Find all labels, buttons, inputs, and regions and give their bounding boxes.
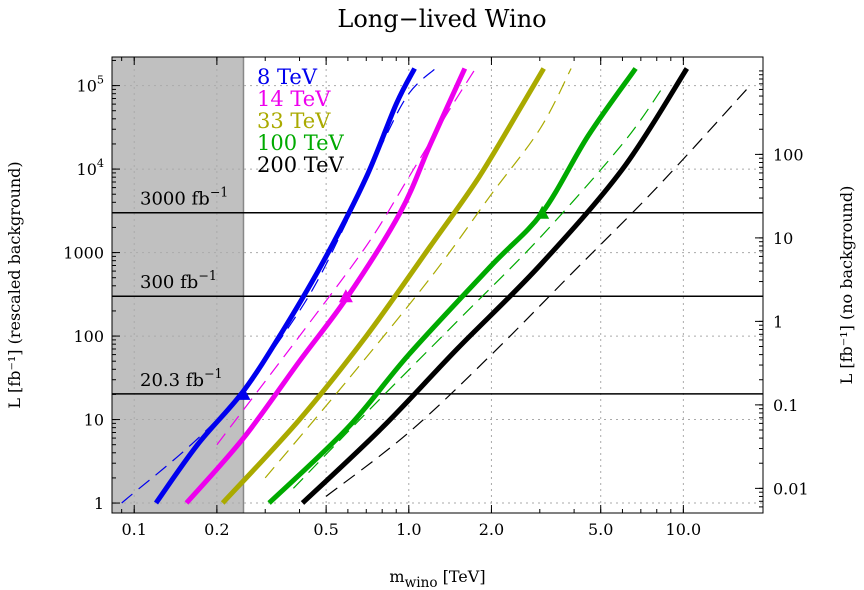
x-tick-label: 0.5 (313, 520, 338, 539)
x-tick-label: 5.0 (588, 520, 613, 539)
y-right-tick-label: 0.1 (773, 396, 798, 415)
luminosity-label: 300 fb−1 (140, 268, 217, 293)
y-right-tick-label: 1 (773, 312, 783, 331)
y-left-tick-label: 104 (77, 157, 104, 179)
series-solid-100-tev (267, 67, 638, 505)
x-tick-label: 10.0 (666, 520, 702, 539)
x-tick-label: 0.1 (121, 520, 146, 539)
y-right-tick-label: 10 (773, 229, 793, 248)
luminosity-label: 20.3 fb−1 (140, 366, 223, 391)
x-tick-label: 0.2 (204, 520, 229, 539)
y-left-axis-label: L [fb⁻¹] (rescaled background) (5, 161, 24, 408)
curves-layer (121, 67, 751, 505)
x-tick-label: 2.0 (479, 520, 504, 539)
series-dashed-33-tev (264, 68, 572, 479)
series-solid-8-tev (153, 67, 417, 505)
legend-entry: 100 TeV (257, 131, 345, 155)
x-axis-label: mwino [TeV] (389, 567, 485, 590)
y-left-tick-label: 1 (94, 494, 104, 513)
legend-entry: 8 TeV (257, 65, 318, 89)
legend-entry: 200 TeV (257, 153, 345, 177)
y-left-tick-label: 100 (73, 327, 104, 346)
y-left-tick-label: 10 (84, 411, 104, 430)
grid-layer (112, 57, 763, 513)
series-solid-200-tev (300, 67, 690, 505)
y-left-tick-label: 105 (77, 74, 104, 96)
series-solid-33-tev (220, 67, 546, 505)
series-dashed-100-tev (292, 85, 665, 489)
plot-frame (111, 56, 764, 514)
y-right-tick-label: 100 (773, 145, 804, 164)
y-right-tick-label: 0.01 (773, 479, 809, 498)
legend-entry: 14 TeV (257, 87, 331, 111)
y-left-tick-label: 1000 (63, 244, 104, 263)
luminosity-label: 3000 fb−1 (140, 185, 228, 210)
chart-title: Long−lived Wino (337, 5, 546, 33)
series-dashed-14-tev (216, 68, 477, 446)
labels-layer: 3000 fb−1 300 fb−1 20.3 fb−1 0.1 0.2 0.5 1.0 2.… (5, 65, 856, 590)
legend-entry: 33 TeV (257, 109, 331, 133)
luminosity-lines-layer (112, 211, 763, 395)
frame-layer (111, 56, 764, 514)
y-right-axis-label: L [fb⁻¹] (no background) (837, 186, 856, 385)
marker-triangle-100-tev (535, 205, 550, 219)
marker-triangle-8-tev (236, 386, 251, 400)
series-dashed-200-tev (325, 85, 751, 497)
marker-triangle-14-tev (338, 289, 353, 303)
x-tick-label: 1.0 (396, 520, 421, 539)
